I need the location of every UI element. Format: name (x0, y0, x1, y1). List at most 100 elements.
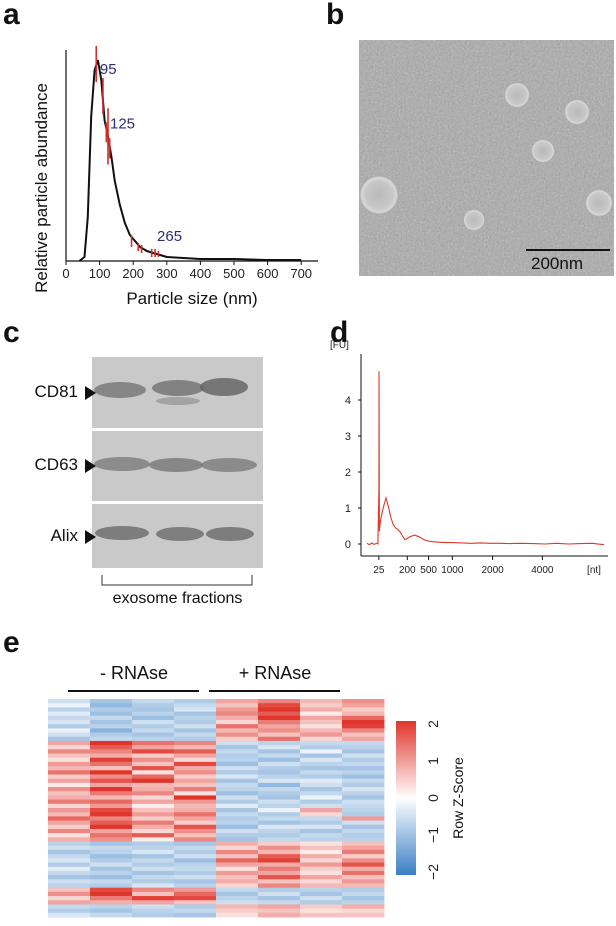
heatmap-cell (90, 912, 133, 918)
heatmap-cell (300, 782, 343, 788)
heatmap-cell (342, 828, 385, 834)
heatmap-cell (300, 866, 343, 872)
heatmap-cell (132, 782, 175, 788)
heatmap-cell (300, 845, 343, 851)
heatmap-cell (300, 699, 343, 704)
colorbar-tick-label: 2 (425, 720, 441, 728)
heatmap-cell (48, 866, 91, 872)
heatmap-cell (258, 732, 301, 738)
peak-annotation: 125 (110, 115, 135, 132)
fluorescence-trace (366, 371, 605, 546)
heatmap-cell (90, 812, 133, 817)
heatmap-cell (48, 707, 91, 712)
heatmap-cell (132, 912, 175, 918)
heatmap-cell (174, 845, 217, 851)
heatmap-cell (300, 891, 343, 897)
heatmap-cell (258, 808, 301, 813)
heatmap-cell (48, 854, 91, 859)
heatmap-cell (216, 803, 259, 809)
heatmap-cell (216, 782, 259, 788)
heatmap-cell (258, 782, 301, 788)
heatmap-cell (132, 736, 175, 742)
heatmap-cell (48, 732, 91, 738)
bracket-label: exosome fractions (112, 590, 243, 607)
vesicle-shape (531, 139, 555, 163)
heatmap-cell (216, 749, 259, 754)
fraction-bracket (101, 575, 253, 586)
heatmap-cell (132, 824, 175, 830)
heatmap-cell (174, 707, 217, 712)
heatmap-cell (132, 719, 175, 725)
heatmap-cell (342, 841, 385, 847)
heatmap-cell (132, 728, 175, 733)
heatmap-cell (342, 912, 385, 918)
y-tick-label: 3 (345, 431, 351, 443)
heatmap-cell (48, 808, 91, 813)
heatmap-cell (258, 803, 301, 809)
heatmap-cell (300, 833, 343, 838)
heatmap-cell (132, 808, 175, 813)
heatmap-chart: - RNAse + RNAse 2 1 0 −1 −2 Row Z-Score (48, 663, 466, 918)
heatmap-cell (132, 732, 175, 738)
colorbar-tick-label: −1 (425, 827, 441, 843)
heatmap-cell (132, 699, 175, 704)
blot-cd63 (92, 431, 263, 501)
heatmap-cell (132, 799, 175, 805)
heatmap-cell (216, 820, 259, 826)
heatmap-cell (48, 879, 91, 884)
heatmap-cell (48, 699, 91, 704)
peak-annotation: 95 (100, 61, 117, 78)
heatmap-cell (90, 824, 133, 830)
heatmap-cell (258, 699, 301, 704)
heatmap-cell (90, 774, 133, 780)
heatmap-cell (132, 837, 175, 842)
heatmap-cell (300, 837, 343, 842)
heatmap-cell (132, 870, 175, 876)
arrowhead-icon (85, 386, 96, 400)
heatmap-cell (216, 891, 259, 897)
x-tick-label: 25 (373, 565, 385, 576)
heatmap-cell (300, 883, 343, 889)
heatmap-cell (132, 774, 175, 780)
heatmap-cell (48, 824, 91, 830)
heatmap-cell (132, 854, 175, 859)
heatmap-cell (258, 707, 301, 712)
heatmap-cell (342, 761, 385, 767)
heatmap-cell (174, 774, 217, 780)
x-tick-label: 0 (62, 266, 69, 281)
heatmap-cell (300, 791, 343, 796)
heatmap-cell (90, 841, 133, 847)
colorbar (396, 721, 416, 875)
heatmap-cell (342, 753, 385, 759)
heatmap-cell (258, 816, 301, 821)
heatmap-cell (132, 879, 175, 884)
heatmap-cell (132, 745, 175, 750)
heatmap-cell (216, 795, 259, 801)
heatmap-cell (48, 703, 91, 708)
heatmap-cell (300, 816, 343, 821)
heatmap-cell (258, 896, 301, 901)
y-tick-label: 1 (345, 503, 351, 515)
heatmap-cell (258, 854, 301, 859)
heatmap-cell (342, 870, 385, 876)
y-axis-label: Relative particle abundance (32, 83, 51, 293)
heatmap-cell (300, 728, 343, 733)
vesicle-shape (585, 189, 613, 217)
heatmap-cell (258, 862, 301, 868)
group-label-minus-rnase: - RNAse (100, 663, 168, 683)
y-tick-label: 2 (345, 467, 351, 479)
heatmap-cell (90, 891, 133, 897)
heatmap-cell (342, 812, 385, 817)
heatmap-cell (300, 904, 343, 910)
heatmap-cell (48, 774, 91, 780)
heatmap-cell (132, 900, 175, 905)
heatmap-cell (174, 837, 217, 842)
heatmap-cell (342, 740, 385, 746)
bioanalyzer-chart: [FU] 4 3 2 1 0 25 200 500 1000 2000 4000 [nt] (330, 340, 608, 576)
heatmap-cell (90, 887, 133, 893)
heatmap-cell (216, 753, 259, 759)
heatmap-cell (258, 900, 301, 905)
x-axis-label: Particle size (nm) (126, 289, 257, 308)
heatmap-cell (300, 828, 343, 834)
heatmap-cell (216, 774, 259, 780)
